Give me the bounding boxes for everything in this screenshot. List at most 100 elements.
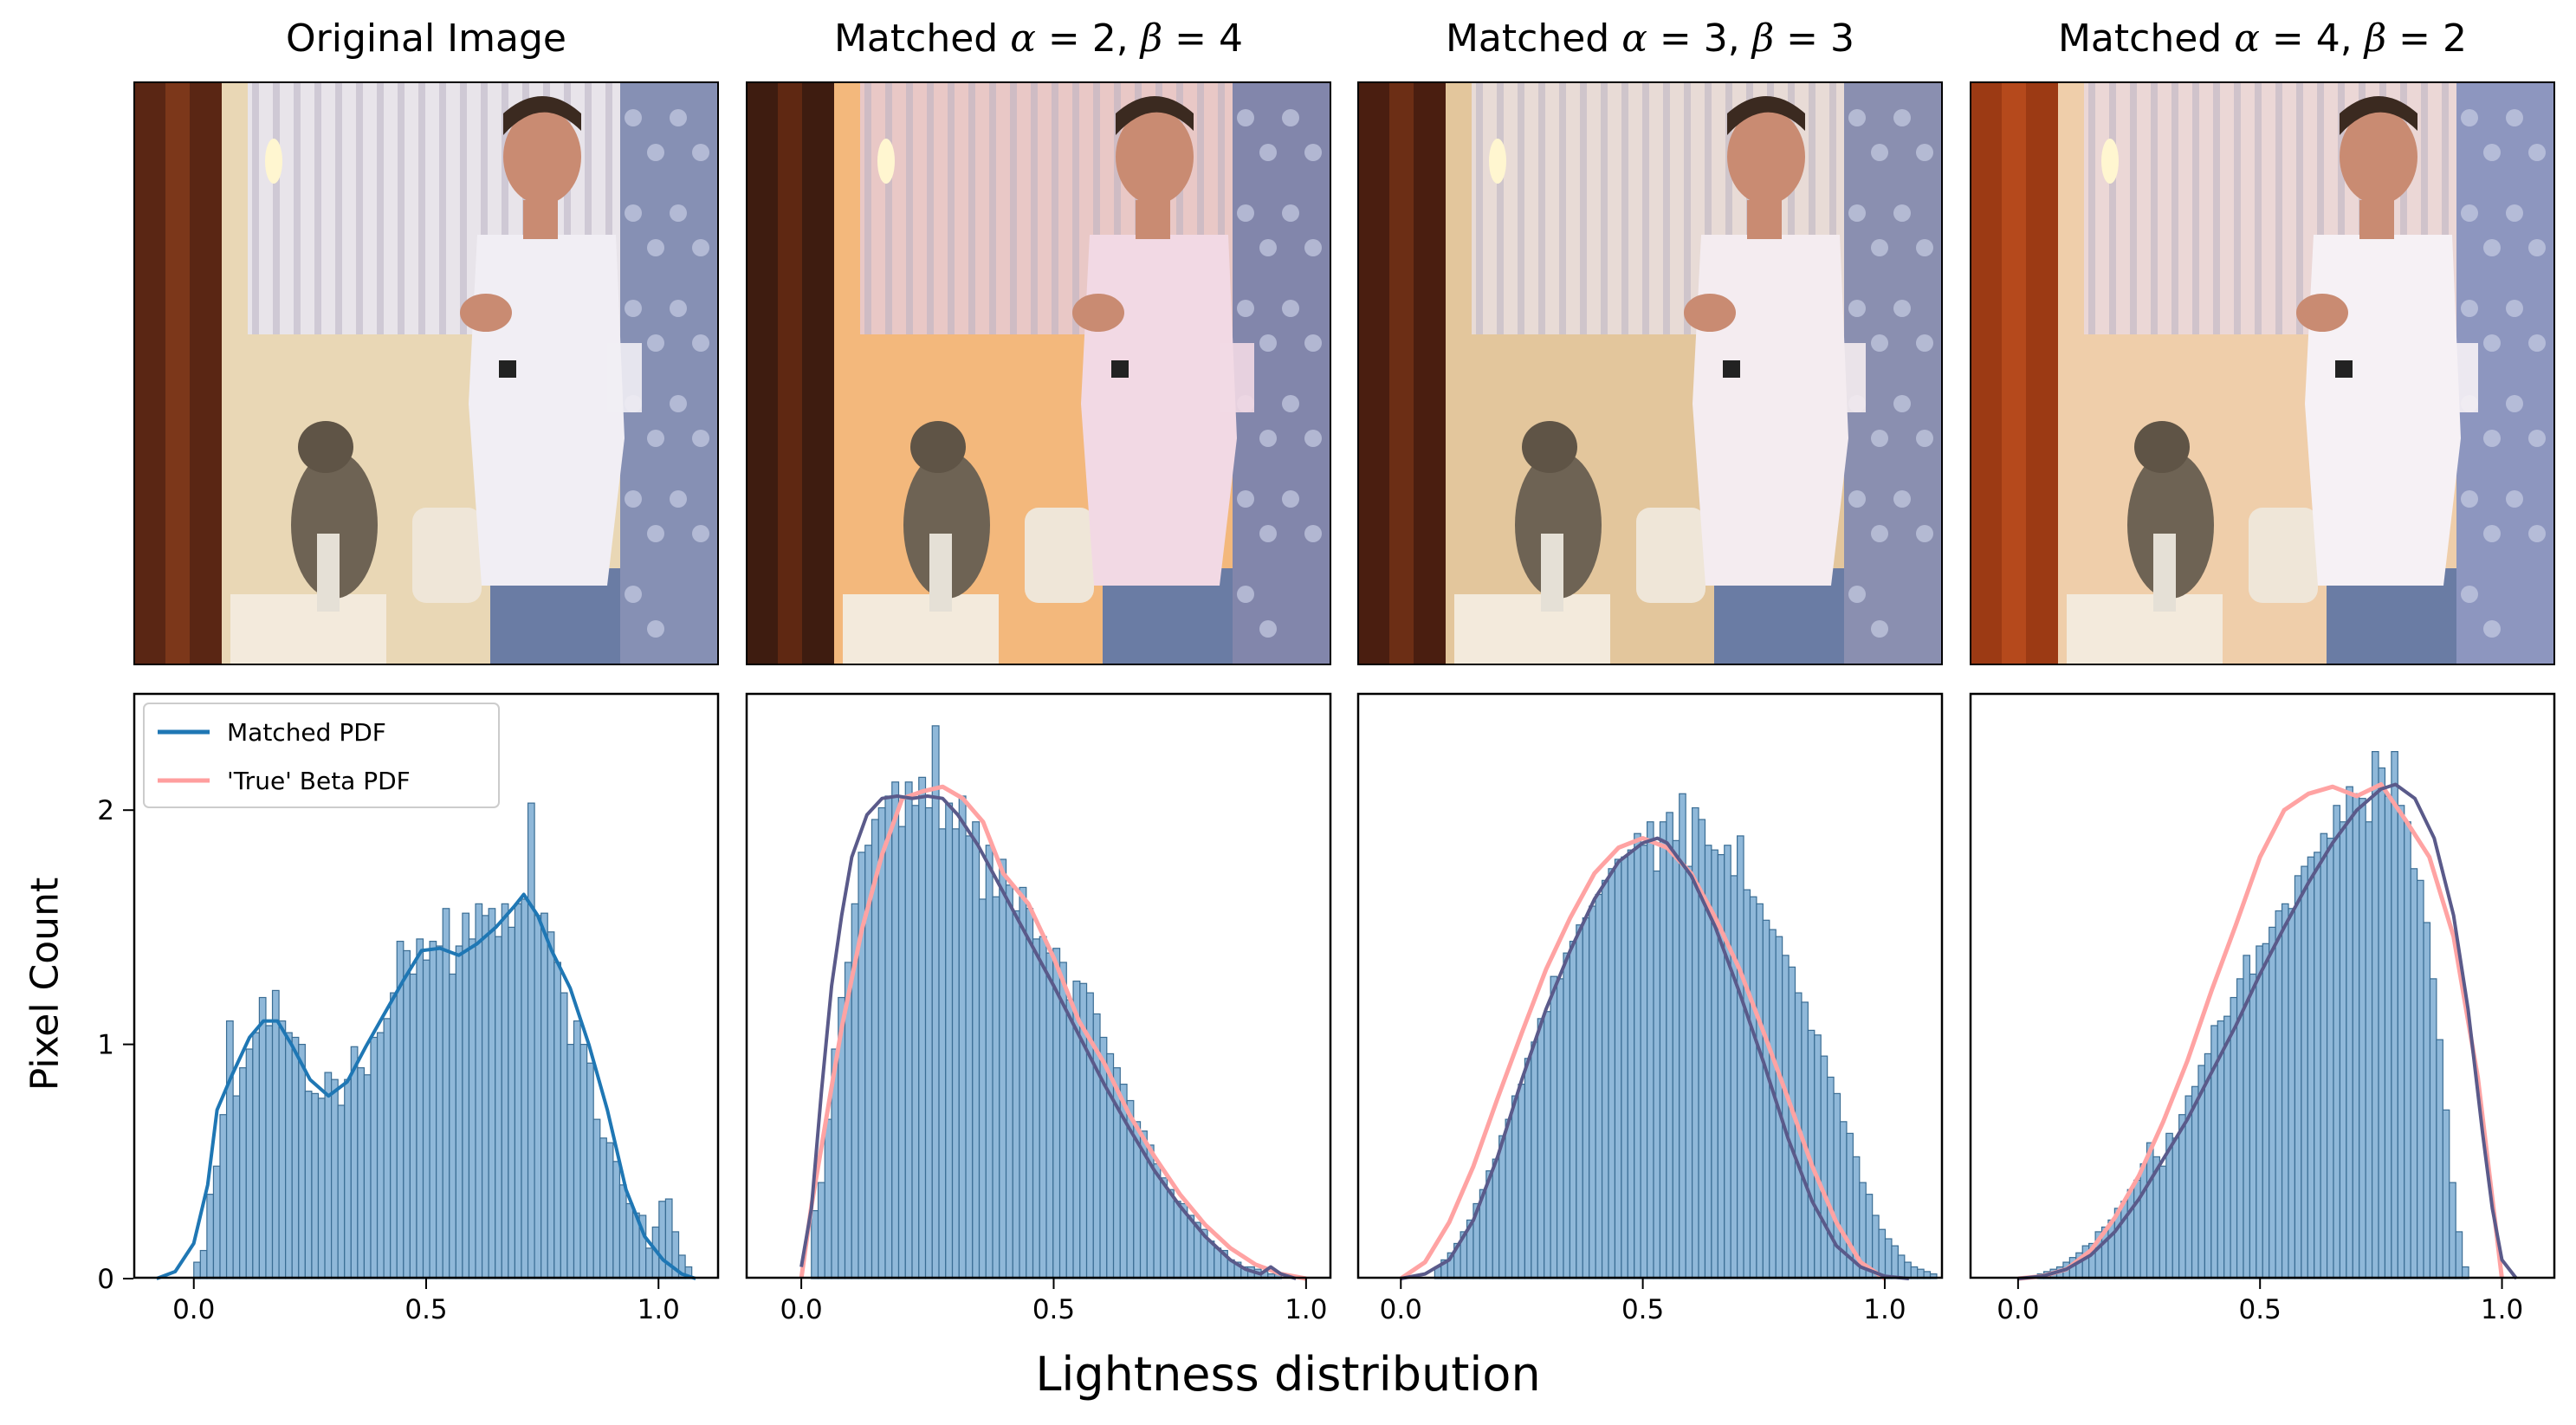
x-tick-label: 1.0 xyxy=(638,1294,680,1325)
histogram-bar xyxy=(2404,821,2411,1279)
histogram-bar xyxy=(2191,1085,2199,1279)
histogram-bar xyxy=(877,806,886,1279)
histogram-bar xyxy=(918,776,927,1279)
histogram-bar xyxy=(951,828,960,1279)
histogram-bar xyxy=(1769,929,1777,1279)
histogram-bar xyxy=(1653,870,1661,1279)
histogram-bar xyxy=(514,903,522,1279)
histogram-bar xyxy=(383,1018,392,1279)
histogram-bar xyxy=(1511,1095,1519,1279)
histogram-bar xyxy=(1045,952,1054,1279)
histogram-bar xyxy=(468,938,476,1279)
histogram-bar xyxy=(547,931,555,1279)
histogram-bar xyxy=(409,973,417,1279)
histogram-bar xyxy=(1614,858,1622,1279)
x-tick-label: 0.5 xyxy=(1032,1294,1075,1325)
cat xyxy=(2127,421,2214,612)
x-tick-label: 1.0 xyxy=(1285,1294,1327,1325)
histogram-bar xyxy=(618,1184,627,1279)
histogram-bar xyxy=(573,1020,581,1279)
histogram-bar xyxy=(891,781,900,1279)
histogram-bar xyxy=(553,962,561,1279)
histogram-bar xyxy=(824,1118,832,1279)
histogram-bar xyxy=(645,1247,653,1279)
histogram-bar xyxy=(1878,1228,1887,1279)
histogram-bar xyxy=(1019,886,1027,1279)
histogram-bar xyxy=(449,973,456,1279)
histogram-bar xyxy=(1666,812,1673,1279)
histogram-bar xyxy=(475,903,483,1279)
histogram-bar xyxy=(2230,996,2238,1279)
histogram-bar xyxy=(1595,893,1603,1279)
histogram-bar xyxy=(1827,1076,1835,1279)
alpha-symbol: α xyxy=(1621,16,1647,61)
histogram-bar xyxy=(1556,978,1564,1279)
panel-title-text: Matched xyxy=(2057,16,2235,61)
legend-label: 'True' Beta PDF xyxy=(227,767,411,795)
x-tick-label: 0.5 xyxy=(405,1294,447,1325)
photo-scene xyxy=(135,83,717,664)
beta-pdf-line xyxy=(2017,782,2504,1281)
histogram-bar xyxy=(2269,926,2276,1279)
histogram-bar xyxy=(534,915,542,1279)
histogram-bar xyxy=(219,1114,228,1279)
histogram-bar xyxy=(1582,917,1590,1279)
x-tick-label: 1.0 xyxy=(1863,1294,1906,1325)
toilet xyxy=(1025,508,1094,603)
photo-matched-a3b3 xyxy=(1357,81,1943,665)
cat xyxy=(903,421,990,612)
histogram-bar xyxy=(2120,1201,2128,1279)
sink xyxy=(230,594,386,664)
histogram-bar xyxy=(1153,1163,1162,1279)
histogram-bar xyxy=(1891,1245,1899,1279)
histogram-bar xyxy=(422,959,430,1279)
histogram-bar xyxy=(2281,903,2289,1279)
histogram-original: 0.0 0.5 1.0 0 1 2 Matched PDF 'True' Beta PDF xyxy=(97,692,720,1325)
histogram-bar xyxy=(1640,845,1648,1279)
histogram-bar xyxy=(2384,795,2392,1279)
histogram-bar xyxy=(1659,821,1667,1279)
sink xyxy=(2067,594,2223,664)
y-axis-label-text: Pixel Count xyxy=(23,877,68,1091)
x-tick-label: 0.5 xyxy=(1621,1294,1664,1325)
x-tick-label: 1.0 xyxy=(2481,1294,2523,1325)
histogram-bar xyxy=(455,945,463,1279)
histogram-bar xyxy=(1608,868,1616,1279)
histogram-bar xyxy=(1904,1261,1912,1279)
histogram-bar xyxy=(999,858,1007,1279)
histogram-bar xyxy=(1550,975,1558,1279)
histogram-bar xyxy=(938,828,947,1279)
histogram-bar xyxy=(1032,938,1040,1279)
histogram-bar xyxy=(1187,1214,1195,1279)
cat xyxy=(1515,421,1602,612)
histogram-bar xyxy=(2223,1015,2231,1279)
histogram-bar xyxy=(992,896,1000,1279)
histogram-bar xyxy=(904,781,913,1279)
histogram-bar xyxy=(442,908,450,1279)
histogram-bar xyxy=(1005,884,1013,1279)
alpha-value: 3 xyxy=(1703,16,1728,61)
x-tick-label: 0.0 xyxy=(1380,1294,1422,1325)
histogram-bar xyxy=(416,938,424,1279)
beta-symbol: β xyxy=(1751,16,1775,61)
histogram-bar xyxy=(501,903,509,1279)
histogram-bar xyxy=(566,1044,575,1279)
alpha-value: 4 xyxy=(2315,16,2340,61)
histogram-bar xyxy=(232,1095,241,1279)
histogram-bar xyxy=(1788,966,1796,1279)
wall-lamp xyxy=(2101,139,2119,184)
photo-scene xyxy=(1359,83,1941,664)
histogram-bar xyxy=(579,1044,588,1279)
histogram-bar xyxy=(978,898,987,1279)
histogram-bar xyxy=(612,1161,621,1279)
histogram-bar xyxy=(1518,1083,1526,1279)
histogram-bar xyxy=(958,795,967,1279)
histogram-bar xyxy=(1833,1092,1841,1279)
histogram-bar xyxy=(2417,879,2424,1279)
x-tick-label: 0.0 xyxy=(172,1294,215,1325)
histogram-bar xyxy=(429,941,437,1279)
histogram-bar xyxy=(2365,821,2373,1279)
histogram-bar xyxy=(2307,856,2315,1279)
histogram-bar xyxy=(599,1137,607,1279)
man xyxy=(2296,96,2478,664)
